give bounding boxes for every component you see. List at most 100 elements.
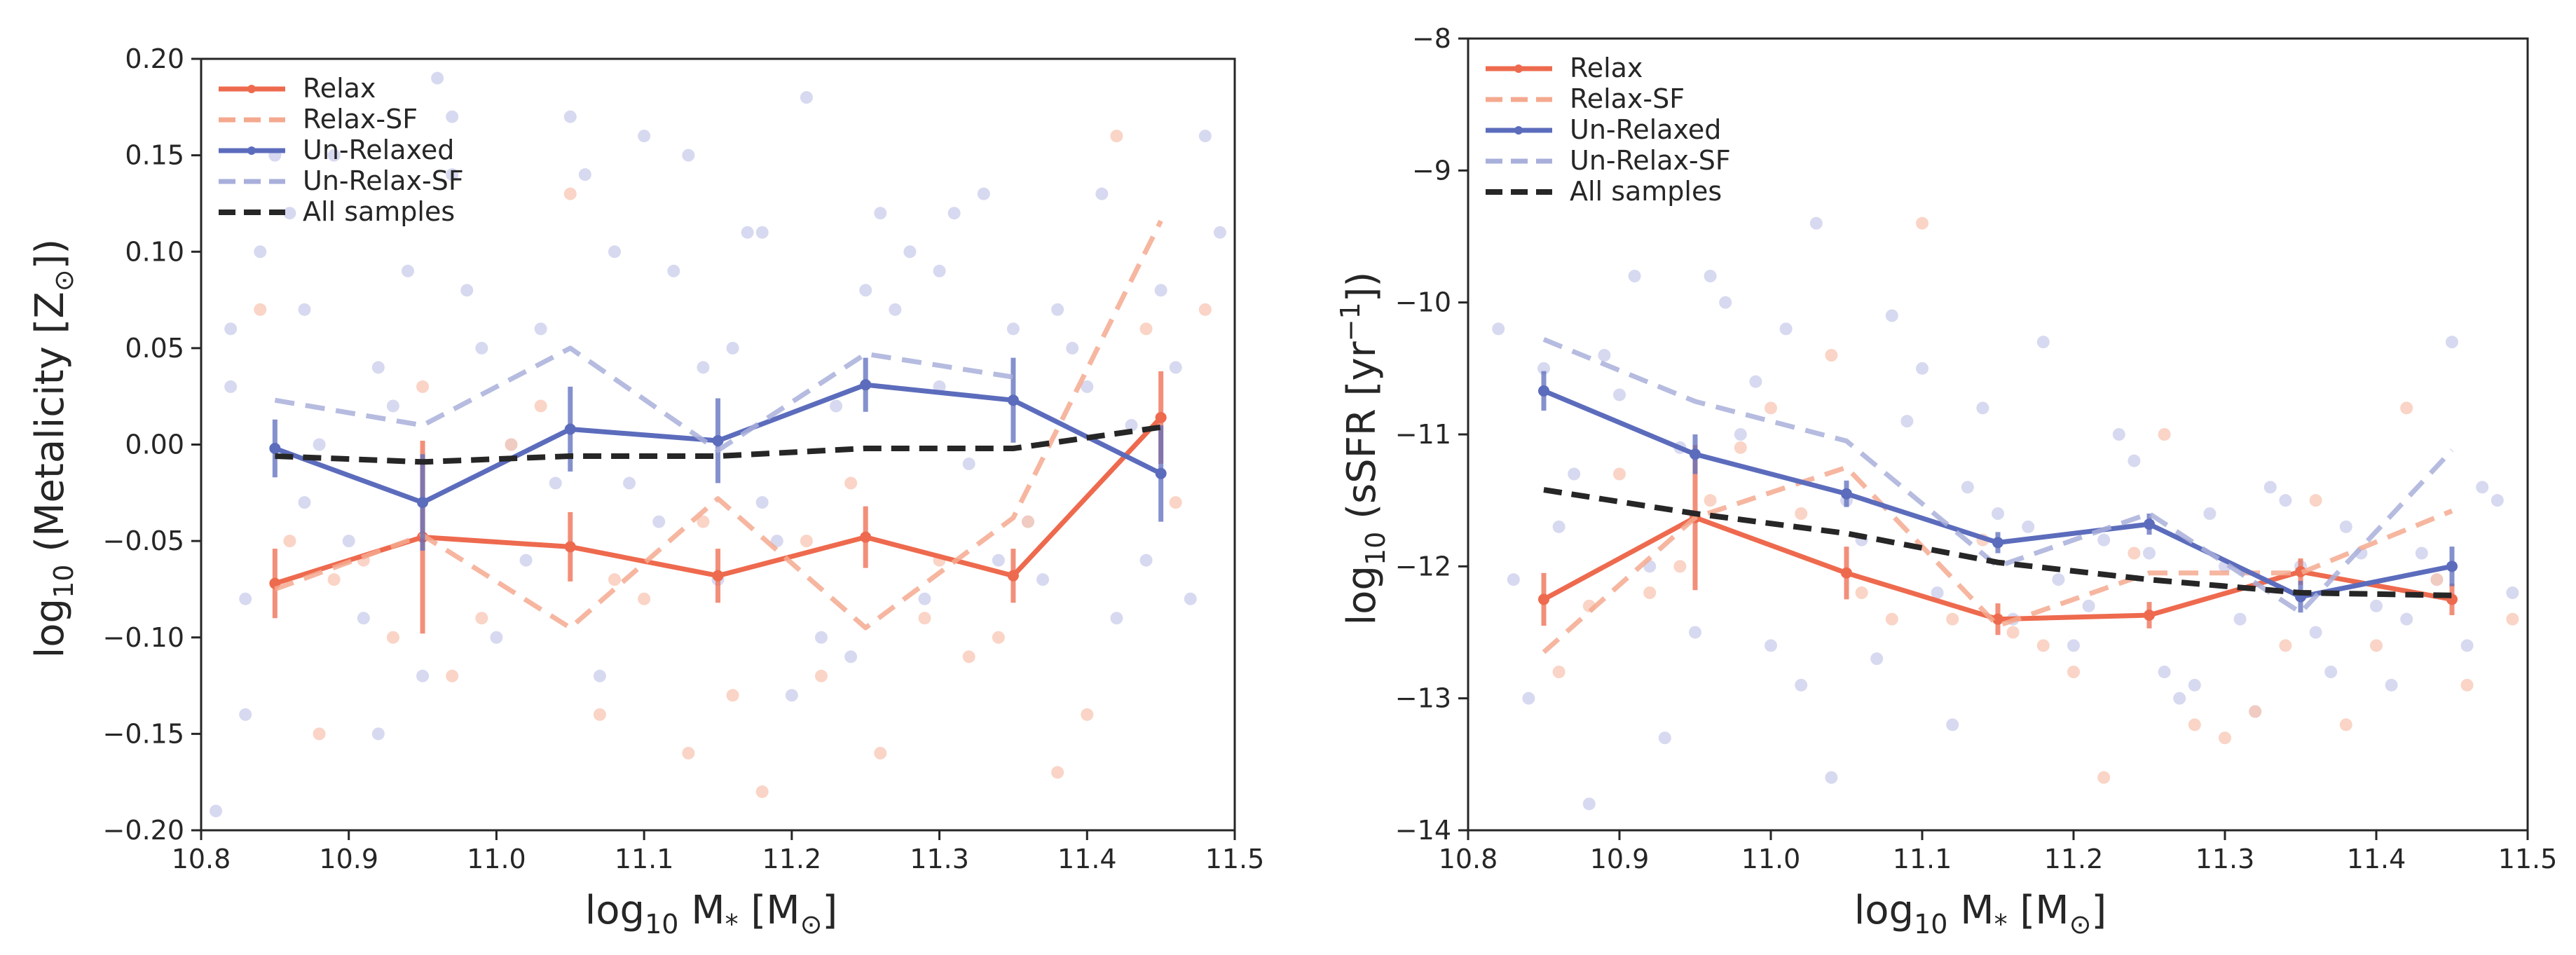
scatter-point [933, 264, 946, 277]
legend-label: Relax [303, 73, 376, 104]
scatter-point [534, 322, 547, 336]
scatter-point [475, 612, 488, 625]
scatter-point [2446, 336, 2458, 349]
scatter-point [371, 361, 385, 374]
scatter-point [1704, 270, 1717, 282]
data-point [712, 570, 724, 582]
scatter-point [874, 746, 887, 760]
legend-label: All samples [303, 196, 455, 227]
scatter-point [1734, 441, 1747, 454]
scatter-point [1110, 612, 1123, 625]
scatter-point [770, 535, 783, 548]
y-tick-label: −8 [1412, 23, 1451, 54]
scatter-point [298, 496, 311, 509]
scatter-point [1916, 217, 1928, 230]
x-tick-label: 10.9 [319, 844, 378, 874]
scatter-point [1492, 322, 1505, 336]
scatter-point [2491, 494, 2504, 507]
y-tick-label: −12 [1395, 551, 1451, 582]
series-line-all-samples [275, 424, 1162, 465]
y-tick-label: 0.20 [125, 43, 184, 74]
right-y-axis-label: log10 (sSFR [yr−1]) [1335, 272, 1391, 626]
x-tick-label: 11.0 [467, 844, 526, 874]
scatter-point [1552, 520, 1566, 533]
scatter-point [593, 708, 606, 721]
data-point [1007, 394, 1019, 406]
scatter-point [2279, 494, 2292, 507]
left-x-axis-label: log10 M* [M⊙] [585, 888, 838, 940]
scatter-point [755, 496, 769, 509]
scatter-point [918, 592, 931, 605]
scatter-point [608, 245, 621, 259]
scatter-point [1169, 496, 1182, 509]
data-point [860, 379, 872, 391]
x-tick-label: 11.4 [2347, 844, 2406, 874]
scatter-point [2430, 573, 2444, 586]
scatter-point [1643, 586, 1657, 599]
scatter-point [224, 380, 238, 393]
scatter-point [2097, 533, 2111, 547]
scatter-point [254, 245, 267, 259]
scatter-point [844, 476, 858, 490]
data-point [2144, 610, 2155, 621]
data-point [564, 423, 576, 435]
scatter-point [947, 207, 961, 220]
scatter-point [1139, 554, 1153, 567]
scatter-point [2097, 771, 2111, 784]
scatter-point [682, 149, 695, 162]
scatter-point [1961, 481, 1974, 494]
scatter-point [534, 399, 547, 413]
x-tick-label: 11.4 [1057, 844, 1117, 874]
legend-label: Un-Relaxed [1570, 114, 1721, 145]
scatter-point [1765, 639, 1777, 652]
legend-marker [1514, 64, 1523, 73]
x-tick-label: 11.3 [910, 844, 969, 874]
scatter-point [2173, 692, 2186, 705]
scatter-point [697, 515, 710, 528]
legend-label: Relax-SF [1570, 83, 1685, 114]
scatter-point [830, 399, 843, 413]
scatter-point [652, 515, 666, 528]
scatter-point [2324, 666, 2338, 678]
scatter-point [1825, 349, 1838, 362]
scatter-point [889, 303, 902, 316]
scatter-point [1779, 322, 1793, 336]
data-point [1538, 593, 1549, 605]
scatter-point [1066, 341, 1079, 355]
scatter-point [1946, 612, 1959, 626]
scatter-point [1051, 303, 1064, 316]
scatter-point [903, 245, 917, 259]
y-tick-label: 0.05 [125, 333, 184, 364]
legend-label: Relax [1570, 53, 1643, 83]
scatter-point [2309, 494, 2322, 507]
scatter-point [1522, 692, 1535, 705]
legend-label: Un-Relax-SF [1570, 145, 1731, 176]
scatter-point [1795, 678, 1808, 692]
scatter-point [1704, 494, 1717, 507]
data-point [2446, 561, 2458, 572]
scatter-point [1613, 388, 1626, 401]
scatter-point [2460, 678, 2474, 692]
scatter-point [2506, 612, 2519, 626]
scatter-point [416, 669, 430, 682]
scatter-point [239, 592, 252, 605]
scatter-point [682, 746, 695, 760]
scatter-point [962, 458, 975, 471]
scatter-point [239, 708, 252, 721]
data-point [860, 531, 872, 543]
scatter-point [1992, 507, 2004, 520]
scatter-point [1809, 217, 1823, 230]
scatter-point [2219, 731, 2231, 745]
scatter-point [1916, 362, 1928, 375]
x-tick-label: 11.0 [1741, 844, 1801, 874]
scatter-point [224, 322, 238, 336]
scatter-point [2279, 639, 2292, 652]
legend-label: Relax-SF [303, 104, 418, 135]
scatter-point [2249, 705, 2262, 718]
scatter-point [2506, 586, 2519, 599]
scatter-point [1976, 401, 1989, 415]
scatter-point [1154, 284, 1167, 297]
scatter-point [2476, 481, 2489, 494]
scatter-point [210, 804, 223, 818]
y-tick-label: −14 [1395, 815, 1451, 846]
